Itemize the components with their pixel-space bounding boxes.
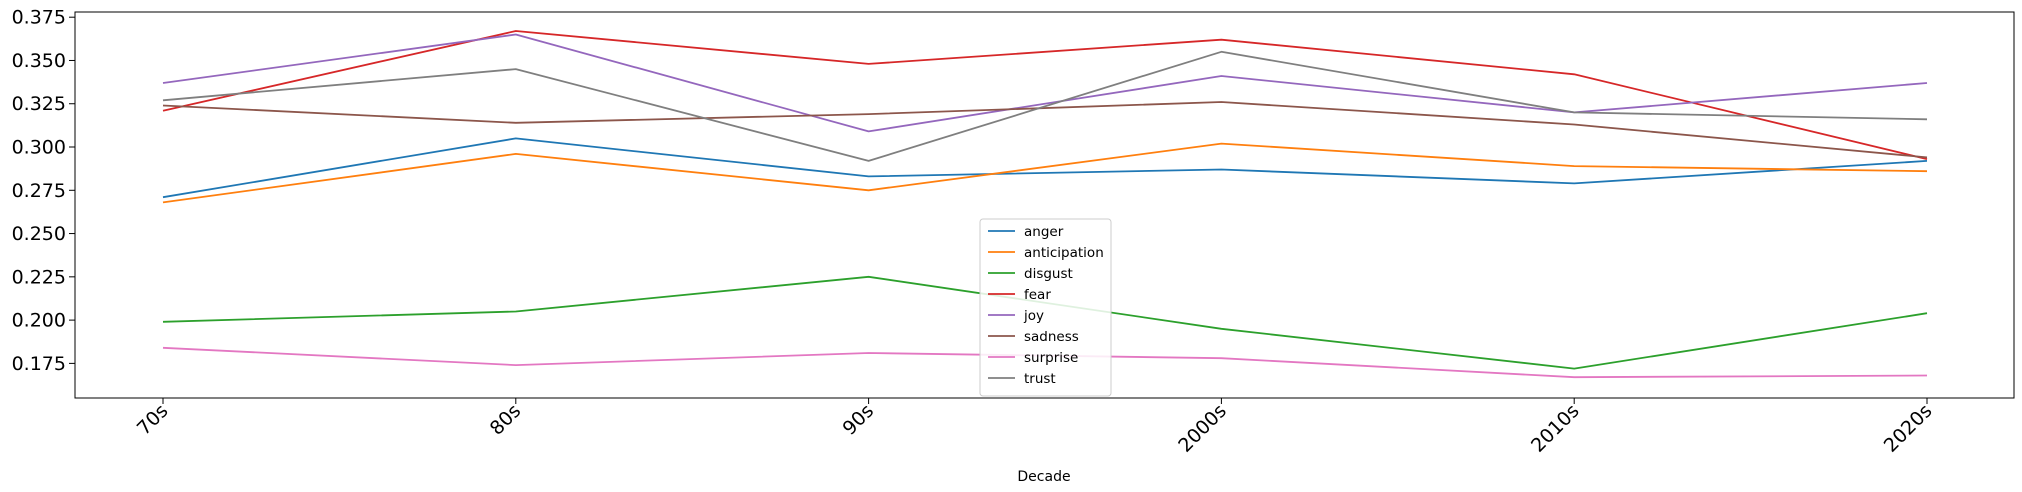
- x-tick-label: 90s: [838, 400, 878, 440]
- series-line-anger: [162, 137, 1928, 199]
- x-axis-label: Decade: [1017, 469, 1070, 485]
- legend-label-joy: joy: [1023, 308, 1044, 324]
- x-tick-label: 2010s: [1527, 400, 1584, 457]
- y-tick-label: 0.350: [12, 50, 66, 72]
- legend-box: [979, 218, 1112, 397]
- x-tick-label: 70s: [133, 400, 173, 440]
- y-tick-label: 0.325: [12, 93, 66, 115]
- plot-frame: [74, 11, 2015, 399]
- legend-label-trust: trust: [1024, 371, 1056, 387]
- y-tick-label: 0.250: [12, 223, 66, 245]
- x-tick-label: 2000s: [1174, 400, 1231, 457]
- legend: anger anticipation disgust fear joy sadness su…: [979, 218, 1112, 397]
- x-tick-label: 80s: [486, 400, 526, 440]
- legend-label-fear: fear: [1024, 287, 1051, 303]
- series-line-sadness: [162, 101, 1928, 159]
- series-line-fear: [162, 30, 1928, 160]
- y-tick-label: 0.300: [12, 137, 66, 159]
- legend-label-sadness: sadness: [1024, 329, 1079, 345]
- y-tick-label: 0.225: [12, 266, 66, 288]
- x-tick-label: 2020s: [1880, 400, 1937, 457]
- y-axis: 0.175 0.200 0.225 0.250 0.275 0.300 0.325 0.350…: [12, 7, 75, 375]
- legend-label-anticipation: anticipation: [1024, 245, 1104, 261]
- y-tick-label: 0.375: [12, 7, 66, 29]
- x-axis: 70s 80s 90s 2000s 2010s 2020s: [133, 398, 1937, 457]
- legend-label-disgust: disgust: [1024, 266, 1073, 282]
- y-tick-label: 0.200: [12, 310, 66, 332]
- legend-label-anger: anger: [1024, 224, 1064, 240]
- y-tick-label: 0.175: [12, 353, 66, 375]
- legend-label-surprise: surprise: [1024, 350, 1078, 366]
- y-tick-label: 0.275: [12, 180, 66, 202]
- series-line-anticipation: [162, 142, 1928, 204]
- series-line-trust: [162, 50, 1928, 162]
- series-line-joy: [162, 33, 1928, 133]
